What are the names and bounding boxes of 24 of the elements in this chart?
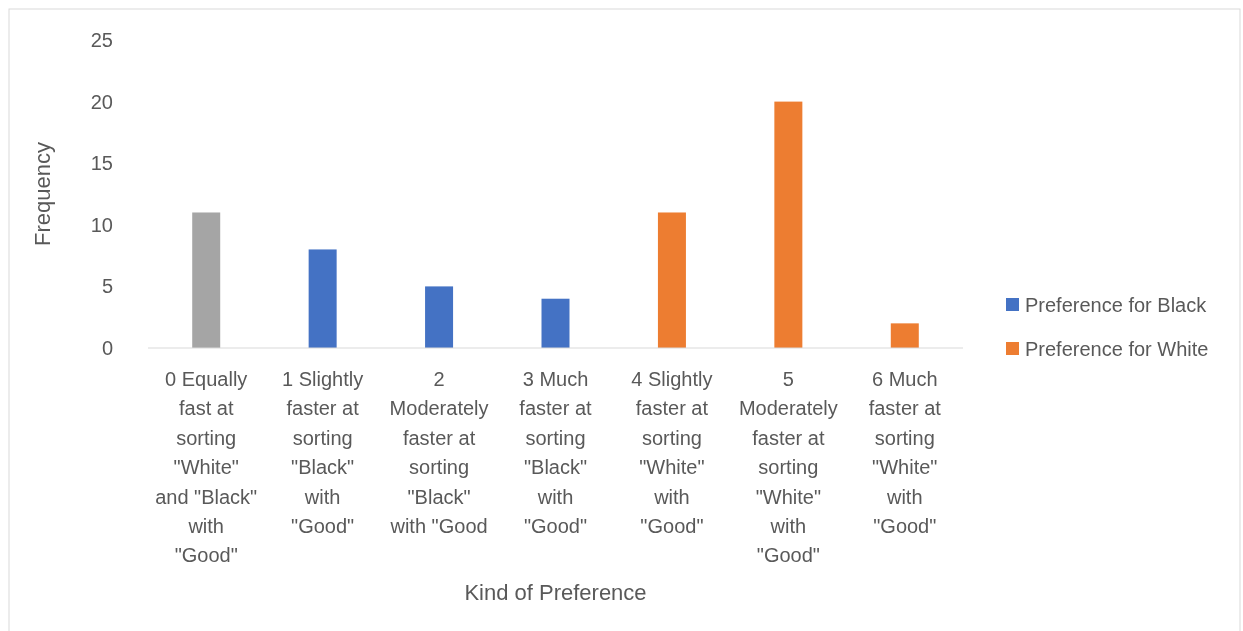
x-tick-label: 4 Slightly faster at sorting "White" with "Good" (631, 368, 713, 537)
bar (890, 323, 919, 348)
y-tick-label: 20 (90, 90, 113, 113)
bar (192, 212, 221, 348)
x-tick-label: 0 Equally fast at sorting "White" and "Black" with "Good" (155, 368, 258, 567)
y-tick-label: 25 (90, 29, 113, 51)
bar (774, 101, 803, 348)
legend-label: Preference for White (1025, 338, 1209, 360)
y-tick-label: 15 (90, 152, 113, 175)
y-tick-label: 10 (90, 213, 113, 236)
legend-label: Preference for Black (1025, 294, 1208, 316)
bar (425, 286, 454, 348)
bar (308, 249, 337, 348)
x-tick-label: 3 Much faster at sorting "Black" with "Good" (519, 368, 593, 537)
x-tick-label: 2 Moderately faster at sorting "Black" with "Good (389, 368, 489, 537)
y-tick-label: 5 (101, 275, 113, 298)
x-tick-label: 1 Slightly faster at sorting "Black" with "Good" (282, 368, 364, 537)
bar (541, 298, 570, 348)
x-tick-label: 6 Much faster at sorting "White" with "Good" (868, 368, 942, 537)
bar (657, 212, 686, 348)
y-tick-label: 0 (101, 337, 113, 359)
x-axis-title: Kind of Preference (464, 580, 647, 605)
y-axis-title: Frequency (30, 142, 55, 246)
x-tick-label: 5 Moderately faster at sorting "White" with "Good" (738, 368, 838, 567)
